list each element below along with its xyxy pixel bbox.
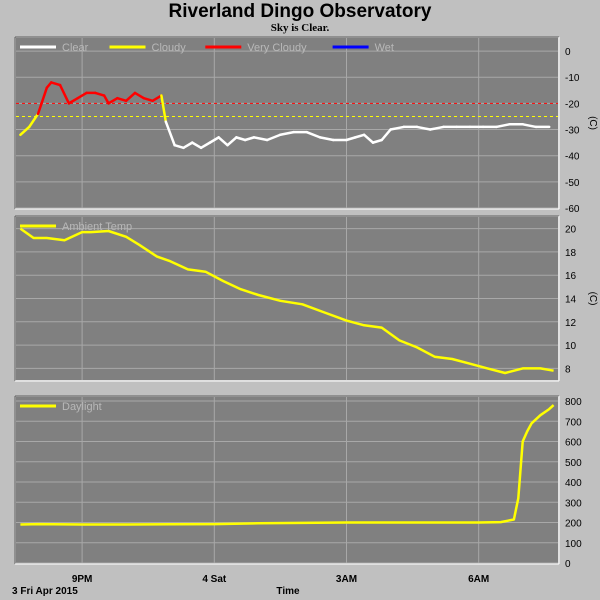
y-tick-label: 20	[565, 225, 577, 236]
y-tick-label: -40	[565, 152, 580, 163]
sky-temp-segment	[94, 91, 106, 97]
sky-temp-segment	[191, 141, 203, 150]
y-tick-label: -50	[565, 178, 580, 189]
sky-status: Sky is Clear.	[270, 22, 330, 34]
sky-temp-segment	[27, 112, 40, 129]
sky-temp-segment	[133, 91, 146, 100]
y-tick-label: 8	[565, 364, 571, 375]
sky-temp-segment	[389, 125, 406, 131]
y-tick-label: 14	[565, 295, 577, 306]
x-axis-label: Time	[276, 586, 300, 597]
sky-temp-segment	[19, 125, 31, 137]
y-tick-label: 700	[565, 417, 582, 428]
sky-temp-segment	[164, 120, 176, 147]
y-tick-label: 800	[565, 397, 582, 408]
panel-ambient: 20 18 16 14 12 10 8 (C) Ambient Temp	[14, 215, 598, 382]
sky-temp-segment	[243, 136, 256, 142]
legend-entry: Daylight	[62, 401, 102, 413]
legend-entry: Clear	[62, 42, 89, 54]
sky-temp-segment	[345, 136, 357, 142]
y-axis-unit: (C)	[587, 292, 598, 306]
sky-temp-segment	[160, 94, 168, 123]
y-tick-label: 500	[565, 458, 582, 469]
date-label: 3 Fri Apr 2015	[12, 586, 78, 597]
y-tick-label: 12	[565, 318, 577, 329]
sky-temp-segment	[252, 136, 269, 142]
panel-sky: 0 -10 -20 -30 -40 -50 -60 (C) Clear Cloudy Very Cl…	[14, 36, 598, 215]
legend-entry: Cloudy	[152, 42, 187, 54]
sky-temp-segment	[305, 130, 322, 139]
sky-temp-segment	[362, 133, 375, 144]
sky-temp-segment	[50, 81, 62, 87]
y-tick-label: -30	[565, 126, 580, 137]
sky-temp-segment	[107, 96, 119, 105]
sky-temp-segment	[199, 141, 212, 150]
sky-temp-segment	[371, 138, 383, 144]
sky-temp-segment	[235, 136, 247, 142]
y-tick-label: 300	[565, 498, 582, 509]
legend-entry: Ambient Temp	[62, 221, 132, 233]
y-axis-unit: (C)	[587, 116, 598, 130]
sky-temp-segment	[217, 136, 229, 147]
sky-temp-segment	[318, 136, 335, 142]
sky-temp-segment	[36, 86, 49, 116]
sky-temp-segment	[495, 123, 511, 129]
x-tick-label: 6AM	[468, 574, 489, 585]
y-tick-label: 400	[565, 478, 582, 489]
x-tick-label: 4 Sat	[202, 574, 227, 585]
sky-temp-segment	[182, 141, 194, 150]
y-tick-label: -10	[565, 73, 580, 84]
series-line-daylight	[20, 404, 555, 526]
sky-temp-segment	[521, 123, 538, 129]
x-tick-label: 9PM	[72, 574, 93, 585]
series-line-ambient	[19, 227, 554, 375]
sky-temp-segment	[380, 128, 392, 142]
y-tick-label: 200	[565, 519, 582, 530]
sky-temp-segment	[102, 94, 110, 105]
y-tick-label: 10	[565, 341, 577, 352]
y-tick-label: 0	[565, 559, 571, 570]
sky-temp-segment	[226, 136, 238, 147]
sky-temp-segment	[142, 96, 154, 103]
sky-temp-segment	[58, 83, 71, 105]
plot-area-daylight	[16, 397, 558, 563]
sky-temp-segment	[173, 143, 185, 150]
page-title: Riverland Dingo Observatory	[168, 1, 432, 22]
y-tick-label: 600	[565, 438, 582, 449]
sky-temp-segment	[76, 91, 88, 100]
y-tick-label: 100	[565, 539, 582, 550]
sky-temp-segment	[279, 130, 295, 137]
y-tick-label: 18	[565, 248, 577, 259]
sky-temp-segment	[208, 136, 220, 144]
sky-temp-segment	[265, 133, 282, 142]
y-tick-label: -20	[565, 99, 580, 110]
y-tick-label: 16	[565, 271, 577, 282]
legend-entry: Very Cloudy	[247, 42, 307, 54]
y-tick-label: 0	[565, 47, 571, 58]
sky-temp-segment	[151, 94, 163, 103]
plot-area-sky	[16, 38, 558, 208]
y-tick-label: -60	[565, 204, 580, 215]
sky-temp-segment	[354, 133, 366, 139]
sky-temp-segment	[428, 125, 445, 131]
sky-temp-segment	[124, 91, 137, 103]
legend-entry: Wet	[375, 42, 394, 54]
sky-temp-segment	[415, 125, 432, 131]
sky-temp-segment	[116, 96, 128, 103]
x-tick-label: 3AM	[336, 574, 357, 585]
panel-daylight: 800 700 600 500 400 300 200 100 0 Daylight	[14, 395, 582, 570]
sky-temp-segment	[67, 96, 79, 105]
